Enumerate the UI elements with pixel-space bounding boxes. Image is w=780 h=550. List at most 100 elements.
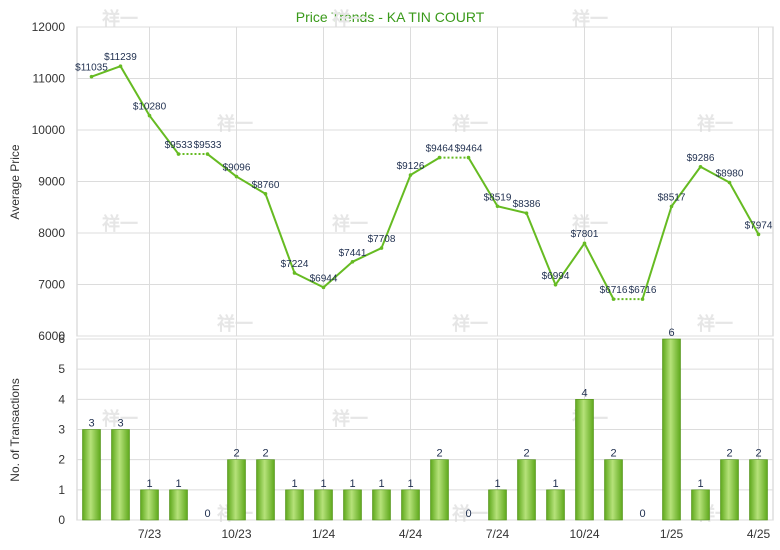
- transactions-y-tick-label: 1: [58, 483, 65, 497]
- transaction-bar: [662, 338, 681, 521]
- transaction-data-label: 1: [175, 478, 181, 490]
- price-data-labels: $11035$11239 $10280 $9533 $9533 $9096$8760 $7…: [75, 52, 773, 296]
- transaction-data-label: 1: [146, 478, 152, 490]
- price-data-label: $10280: [133, 102, 167, 113]
- price-data-label: $8519: [484, 192, 512, 203]
- price-point: [611, 297, 616, 301]
- price-data-label: $7708: [368, 234, 396, 245]
- x-axis-ticks: 7/23 10/23 1/24 4/24 7/24 10/24 1/25 4/25: [138, 527, 771, 541]
- x-tick-label: 7/23: [138, 527, 162, 541]
- watermark-text: 祥一: [332, 213, 368, 235]
- watermark-text: 祥一: [697, 313, 733, 335]
- price-data-label: $8386: [513, 199, 541, 210]
- transaction-data-label: 0: [465, 508, 471, 520]
- price-line-segment: [264, 193, 296, 274]
- price-data-label: $6716: [629, 285, 657, 296]
- transaction-data-label: 4: [581, 387, 587, 399]
- transactions-y-tick-label: 5: [58, 362, 65, 376]
- price-point: [669, 204, 674, 209]
- price-data-label: $7801: [571, 229, 599, 240]
- price-data-label: $8517: [658, 192, 686, 203]
- price-point: [292, 271, 297, 275]
- watermark-text: 祥一: [332, 408, 368, 430]
- transaction-bar: [285, 489, 304, 521]
- watermark-text: 祥一: [572, 213, 608, 235]
- x-tick-label: 7/24: [486, 527, 510, 541]
- transaction-data-label: 1: [407, 478, 413, 490]
- price-y-tick-label: 11000: [33, 72, 66, 86]
- price-line-segment: [497, 205, 527, 215]
- transaction-data-label: 2: [755, 448, 761, 460]
- price-points: [89, 64, 761, 301]
- transactions-y-tick-label: 2: [58, 453, 65, 467]
- price-grid: [77, 26, 773, 337]
- price-point: [466, 155, 471, 160]
- transaction-bar: [691, 489, 710, 521]
- price-y-tick-label: 12000: [32, 20, 66, 34]
- x-tick-label: 1/25: [660, 527, 684, 541]
- price-data-label: $9096: [223, 163, 251, 174]
- price-line-segment: [467, 157, 499, 207]
- price-y-tick-label: 9000: [38, 175, 65, 189]
- price-point: [350, 259, 355, 264]
- price-data-label: $11239: [104, 52, 137, 63]
- x-tick-label: 10/23: [221, 527, 251, 541]
- price-data-label: $9464: [426, 144, 454, 155]
- price-point: [176, 152, 181, 156]
- price-line-segment: [148, 114, 180, 155]
- price-point: [698, 164, 703, 169]
- price-line-segment: [91, 65, 121, 78]
- price-point: [147, 113, 152, 118]
- price-data-label: $7974: [745, 220, 773, 231]
- transaction-bar: [169, 489, 188, 521]
- price-line-segment: [583, 242, 615, 300]
- price-y-axis-label: Average Price: [8, 144, 22, 219]
- transaction-bar: [720, 459, 739, 521]
- transaction-data-label: 1: [552, 478, 558, 490]
- price-data-label: $8980: [716, 169, 744, 180]
- watermark-text: 祥一: [697, 113, 733, 135]
- price-y-tick-label: 8000: [38, 226, 65, 240]
- price-point: [263, 192, 268, 196]
- price-data-label: $8760: [252, 180, 280, 191]
- price-line-segment: [206, 153, 238, 178]
- price-line-segment: [525, 212, 557, 286]
- chart-title: Price Trends - KA TIN COURT: [296, 9, 485, 25]
- price-y-ticks: 12000 11000 10000 9000 8000 7000 6000: [32, 20, 66, 343]
- transaction-bar: [314, 489, 333, 521]
- price-data-label: $9533: [194, 140, 222, 151]
- transaction-data-label: 1: [349, 478, 355, 490]
- price-y-tick-label: 7000: [38, 278, 65, 292]
- transactions-y-axis-label: No. of Transactions: [8, 378, 22, 481]
- watermark-text: 祥一: [102, 8, 138, 30]
- price-line-segment: [235, 175, 267, 195]
- transaction-data-label: 2: [610, 448, 616, 460]
- price-line-segment: [700, 165, 730, 184]
- x-tick-label: 4/25: [747, 527, 771, 541]
- transaction-bar: [343, 489, 362, 521]
- transactions-y-tick-label: 6: [58, 332, 65, 346]
- price-point: [495, 204, 500, 209]
- transaction-bars: [82, 338, 768, 521]
- price-line-segment: [641, 206, 673, 300]
- transaction-bar: [401, 489, 420, 521]
- price-point: [379, 246, 384, 250]
- price-line-segment: [409, 156, 441, 176]
- price-point: [524, 211, 529, 215]
- transaction-data-label: 1: [697, 478, 703, 490]
- transaction-bar: [256, 459, 275, 521]
- transaction-data-label: 2: [436, 448, 442, 460]
- watermark-text: 祥一: [452, 113, 488, 135]
- transactions-y-tick-label: 0: [58, 513, 65, 527]
- price-point: [408, 173, 413, 177]
- price-data-label: $6994: [542, 271, 570, 282]
- price-line-segment: [554, 242, 586, 286]
- watermark-text: 祥一: [452, 313, 488, 335]
- transaction-data-label: 0: [639, 508, 645, 520]
- price-data-label: $9286: [687, 153, 715, 164]
- price-y-tick-label: 10000: [32, 123, 66, 137]
- transaction-data-label: 0: [204, 508, 210, 520]
- price-data-label: $9464: [455, 144, 483, 155]
- transaction-data-label: 1: [291, 478, 297, 490]
